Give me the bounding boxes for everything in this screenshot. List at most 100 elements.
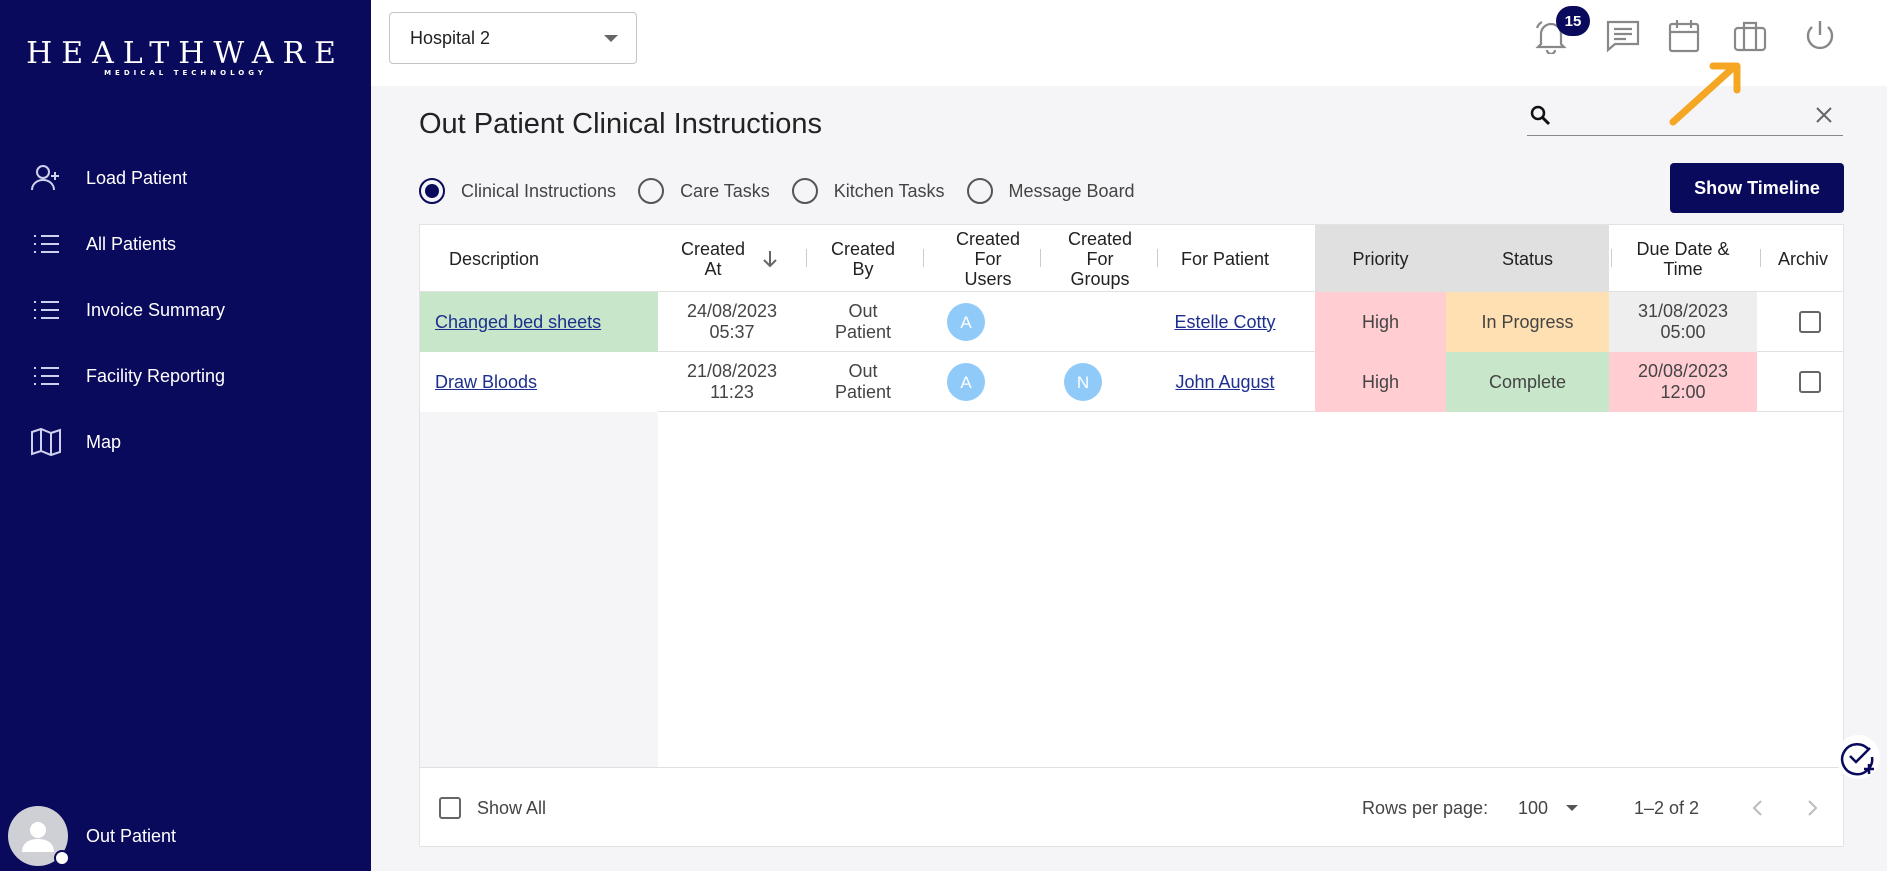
radio-clinical-instructions[interactable]: Clinical Instructions: [419, 178, 616, 204]
row-status: In Progress: [1446, 292, 1609, 352]
row-created-by: Out Patient: [834, 361, 892, 402]
user-initial-badge: A: [947, 363, 985, 401]
sidebar-item-label: Map: [86, 431, 122, 452]
row-status: Complete: [1446, 352, 1609, 412]
rows-per-page-select[interactable]: 100: [1518, 768, 1579, 846]
show-all-checkbox[interactable]: [439, 797, 461, 819]
search-icon: [1530, 105, 1551, 126]
radio-unselected-icon: [791, 178, 818, 204]
hospital-select[interactable]: Hospital 2: [389, 12, 637, 64]
sidebar-nav: Load Patient All Patients Invoice Summar…: [0, 145, 371, 475]
person-add-icon: [30, 162, 62, 194]
caret-down-icon: [604, 35, 618, 42]
row-created-for-groups: N: [1053, 352, 1113, 412]
radio-label: Kitchen Tasks: [833, 180, 945, 201]
message-icon[interactable]: [1603, 16, 1643, 56]
user-name: Out Patient: [86, 825, 177, 846]
row-created-at: 21/08/2023 11:23: [686, 361, 778, 402]
radio-selected-icon: [419, 178, 445, 204]
avatar[interactable]: [8, 806, 70, 866]
header-created-by[interactable]: Created By: [830, 238, 896, 279]
column-separator: [1157, 249, 1158, 267]
user-initial-badge: A: [947, 303, 985, 341]
header-for-patient[interactable]: For Patient: [1180, 248, 1270, 269]
close-icon[interactable]: [1813, 104, 1835, 126]
sidebar-item-map[interactable]: Map: [0, 409, 371, 475]
table-footer: Show All Rows per page: 100 1–2 of 2: [420, 767, 1843, 846]
briefcase-icon[interactable]: [1730, 16, 1770, 56]
sidebar-item-all-patients[interactable]: All Patients: [0, 211, 371, 277]
header-archive[interactable]: Archiv: [1778, 248, 1829, 269]
sidebar-item-label: Load Patient: [86, 167, 188, 188]
sidebar: HEALTHWARE MEDICAL TECHNOLOGY Load Patie…: [0, 0, 371, 871]
radio-label: Message Board: [1008, 180, 1135, 201]
radio-care-tasks[interactable]: Care Tasks: [638, 178, 770, 204]
archive-checkbox[interactable]: [1799, 311, 1821, 333]
column-separator: [806, 249, 807, 267]
table-header: Description Created At Created By Created F…: [420, 225, 1843, 292]
page-title: Out Patient Clinical Instructions: [419, 108, 822, 140]
radio-label: Clinical Instructions: [461, 180, 617, 201]
table-row[interactable]: Changed bed sheets 24/08/2023 05:37 Out Pa…: [420, 292, 1843, 352]
patient-link[interactable]: John August: [1175, 371, 1275, 392]
row-description[interactable]: Draw Bloods: [420, 352, 658, 412]
header-status[interactable]: Status: [1446, 225, 1609, 292]
notification-count-badge: 15: [1556, 6, 1590, 36]
row-for-patient[interactable]: Estelle Cotty: [1165, 292, 1285, 352]
radio-message-board[interactable]: Message Board: [966, 178, 1135, 204]
previous-page-button[interactable]: [1750, 768, 1766, 846]
patient-link[interactable]: Estelle Cotty: [1174, 311, 1276, 332]
row-description[interactable]: Changed bed sheets: [420, 292, 658, 352]
column-separator: [923, 249, 924, 267]
header-description[interactable]: Description: [448, 248, 540, 269]
list-icon: [30, 294, 62, 326]
sidebar-item-label: All Patients: [86, 233, 177, 254]
list-icon: [30, 360, 62, 392]
description-link[interactable]: Draw Bloods: [435, 371, 538, 392]
header-due-date-time[interactable]: Due Date & Time: [1636, 238, 1730, 279]
radio-kitchen-tasks[interactable]: Kitchen Tasks: [791, 178, 945, 204]
column-separator: [1760, 249, 1761, 267]
power-icon[interactable]: [1800, 16, 1840, 56]
pagination-range: 1–2 of 2: [1634, 797, 1700, 818]
header-priority[interactable]: Priority: [1315, 225, 1446, 292]
row-due-date: 31/08/2023 05:00: [1609, 292, 1757, 352]
header-created-at[interactable]: Created At: [680, 238, 746, 279]
chevron-left-icon: [1752, 800, 1762, 816]
row-archive[interactable]: [1790, 352, 1830, 412]
instruction-type-radios: Clinical Instructions Care Tasks Kitchen…: [419, 178, 1157, 204]
row-due-date: 20/08/2023 12:00: [1609, 352, 1757, 412]
user-profile[interactable]: Out Patient: [8, 801, 368, 871]
description-link[interactable]: Changed bed sheets: [435, 311, 602, 332]
column-separator: [1611, 249, 1612, 267]
show-timeline-button[interactable]: Show Timeline: [1670, 163, 1844, 213]
top-bar: Hospital 2: [371, 0, 1887, 86]
online-status-dot: [54, 850, 70, 866]
sidebar-item-load-patient[interactable]: Load Patient: [0, 145, 371, 211]
archive-checkbox[interactable]: [1799, 371, 1821, 393]
header-created-for-users[interactable]: Created For Users: [955, 228, 1021, 289]
row-priority: High: [1315, 292, 1446, 352]
sort-arrow-down-icon[interactable]: [762, 249, 778, 269]
row-for-patient[interactable]: John August: [1165, 352, 1285, 412]
show-all-toggle[interactable]: Show All: [439, 768, 547, 846]
radio-unselected-icon: [638, 178, 665, 204]
show-all-label: Show All: [477, 797, 547, 818]
row-archive[interactable]: [1790, 292, 1830, 352]
sidebar-item-facility-reporting[interactable]: Facility Reporting: [0, 343, 371, 409]
sidebar-item-label: Facility Reporting: [86, 365, 226, 386]
search-field[interactable]: [1527, 98, 1843, 136]
sidebar-item-invoice-summary[interactable]: Invoice Summary: [0, 277, 371, 343]
add-task-fab[interactable]: [1836, 735, 1880, 779]
person-icon: [22, 822, 54, 852]
header-created-for-groups[interactable]: Created For Groups: [1067, 228, 1133, 289]
table-row[interactable]: Draw Bloods 21/08/2023 11:23 Out Patient A…: [420, 352, 1843, 412]
row-created-by: Out Patient: [834, 301, 892, 342]
calendar-icon[interactable]: [1664, 16, 1704, 56]
caret-down-icon: [1566, 805, 1579, 811]
hospital-select-value: Hospital 2: [410, 27, 491, 48]
next-page-button[interactable]: [1804, 768, 1820, 846]
row-priority: High: [1315, 352, 1446, 412]
logo-sub-text: MEDICAL TECHNOLOGY: [104, 69, 267, 77]
check-add-icon: [1840, 742, 1874, 776]
